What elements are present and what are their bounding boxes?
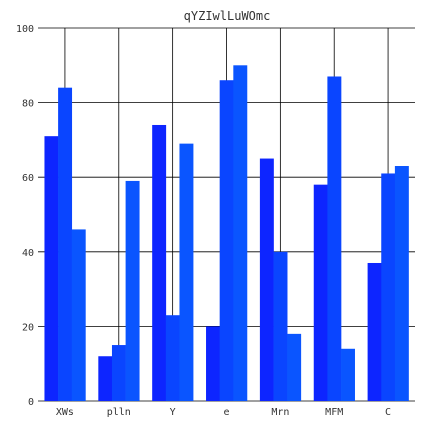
x-tick-label: plln [107,407,131,418]
x-tick-label: Y [170,407,176,418]
bar [71,229,86,401]
bar [98,356,113,401]
bar [152,124,167,401]
bar [179,143,194,401]
x-tick-label: C [385,407,391,418]
y-tick-label: 0 [28,397,34,408]
x-tick-label: XWs [56,407,74,418]
bars [44,65,409,402]
bar [111,345,126,401]
y-tick-label: 60 [22,173,34,184]
x-tick-label: e [223,407,229,418]
bar [273,251,288,401]
bar [219,80,234,401]
bar [381,173,396,401]
y-tick-label: 80 [22,99,34,110]
chart-title: qYZIwlLuWOmc [184,9,271,23]
bar [58,87,73,402]
bar [125,180,140,401]
bar [44,136,59,402]
bar [341,348,355,401]
bar [394,166,409,401]
bar [233,65,248,402]
x-tick-label: MFM [325,407,343,418]
bar [259,158,274,401]
bar [165,315,180,401]
y-tick-label: 20 [22,322,34,333]
bar [287,333,302,401]
bar [206,326,220,401]
x-tick-label: Mrn [271,407,289,418]
bar [327,76,342,402]
y-tick-label: 100 [16,24,34,35]
y-tick-label: 40 [22,248,34,259]
bar [367,262,382,401]
bar [313,184,328,401]
